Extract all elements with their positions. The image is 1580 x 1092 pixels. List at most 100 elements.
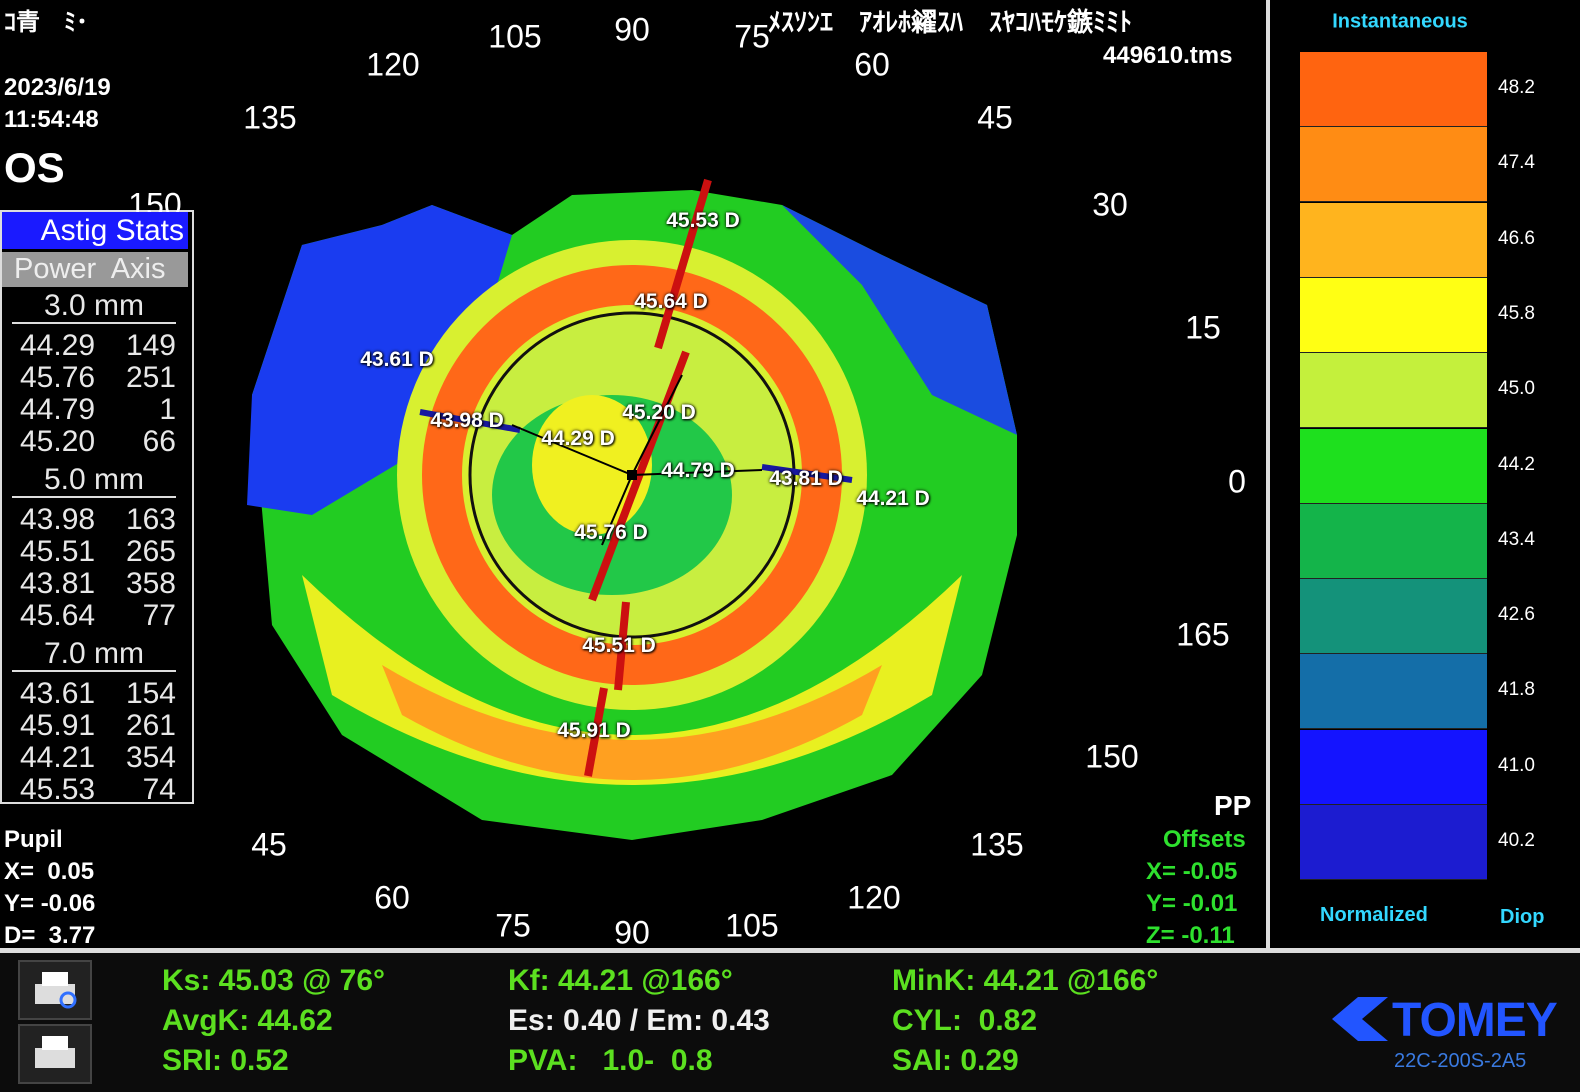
power-value: 45.64 <box>20 599 96 632</box>
index-value: Ks: 45.03 @ 76° <box>162 964 386 997</box>
scale-swatch <box>1300 202 1487 278</box>
degree-label: 90 <box>614 914 650 951</box>
scale-swatch <box>1300 127 1487 203</box>
divider <box>1266 0 1270 950</box>
map-label: 44.29 D <box>541 427 615 450</box>
axis-value: 74 <box>142 773 176 806</box>
offset-value: Y= -0.01 <box>1146 890 1238 917</box>
axis-line <box>631 374 683 476</box>
map-label: 45.91 D <box>557 719 631 742</box>
axis-line <box>588 350 690 602</box>
scale-value: 40.2 <box>1498 830 1535 851</box>
offsets-title: Offsets <box>1163 826 1246 853</box>
degree-label: 75 <box>495 907 531 944</box>
map-label: 44.21 D <box>856 487 930 510</box>
degree-label: 0 <box>1228 463 1246 500</box>
pupil-title: Pupil <box>4 826 63 853</box>
axis-value: 66 <box>142 425 176 458</box>
map-label: 43.98 D <box>430 409 504 432</box>
eye: OS <box>4 144 65 191</box>
scale-swatch <box>1300 52 1487 127</box>
degree-label: 30 <box>1092 186 1128 223</box>
axis-value: 163 <box>125 503 176 536</box>
scale-value: 48.2 <box>1498 77 1535 98</box>
group-label: 3.0 mm <box>12 290 176 324</box>
axis-value: 251 <box>125 361 176 394</box>
axis-value: 261 <box>125 709 176 742</box>
lower-band <box>382 665 882 780</box>
printer-icon <box>35 1036 75 1068</box>
time: 11:54:48 <box>4 106 99 133</box>
topography-map <box>247 178 1017 840</box>
scale-swatch <box>1300 654 1487 730</box>
offset-value: X= -0.05 <box>1146 858 1238 885</box>
scale-title: Instantaneous <box>1332 10 1468 33</box>
power-value: 45.20 <box>20 425 96 458</box>
scale-swatch <box>1300 805 1487 880</box>
file-name: 449610.tms <box>1103 42 1233 69</box>
pupil-value: Y= -0.06 <box>4 890 96 917</box>
axis-value: 358 <box>125 567 176 600</box>
degree-label: 15 <box>1185 309 1221 346</box>
brand-name: TOMEY <box>1392 994 1558 1047</box>
group-label: 5.0 mm <box>12 464 176 498</box>
scale-footer: Diop <box>1500 906 1545 928</box>
axis-value: 1 <box>159 393 176 426</box>
power-value: 45.76 <box>20 361 96 394</box>
axis-line <box>654 178 712 350</box>
divider <box>0 948 1580 953</box>
power-value: 44.21 <box>20 741 96 774</box>
degree-label: 60 <box>854 46 890 83</box>
print-button[interactable] <box>18 1024 92 1084</box>
axis-line <box>631 469 763 476</box>
astig-stats-panel <box>0 210 194 804</box>
date: 2023/6/19 <box>4 74 111 101</box>
center-mark <box>627 470 637 480</box>
map-label: 45.20 D <box>622 401 696 424</box>
index-value: AvgK: 44.62 <box>162 1004 333 1037</box>
power-value: 45.53 <box>20 773 96 806</box>
offset-value: Z= -0.11 <box>1146 922 1235 949</box>
axis-value: 154 <box>125 677 176 710</box>
index-value: CYL: 0.82 <box>892 1004 1038 1037</box>
scale-value: 45.0 <box>1498 378 1535 400</box>
power-value: 45.91 <box>20 709 96 742</box>
power-value: 43.61 <box>20 677 96 710</box>
power-value: 44.79 <box>20 393 96 426</box>
scale-swatch <box>1300 428 1487 504</box>
print-preview-button[interactable] <box>18 960 92 1020</box>
scale-value: 43.4 <box>1498 528 1535 550</box>
axis-line <box>761 464 853 483</box>
blue-zone <box>247 205 512 515</box>
scale-swatch <box>1300 277 1487 353</box>
degree-label: 135 <box>970 826 1024 863</box>
zone-circle <box>468 311 796 639</box>
map-label: 43.61 D <box>360 348 434 371</box>
degree-label: 90 <box>614 11 650 48</box>
power-value: 44.29 <box>20 329 96 362</box>
degree-label: 105 <box>488 18 542 55</box>
map-label: 45.76 D <box>574 521 648 544</box>
degree-label: 150 <box>1085 738 1139 775</box>
index-value: Es: 0.40 / Em: 0.43 <box>508 1004 770 1037</box>
scale-value: 41.0 <box>1498 754 1535 776</box>
axis-value: 265 <box>125 535 176 568</box>
power-value: 43.98 <box>20 503 96 536</box>
header-text: ｺ青 ﾐ･ <box>4 9 88 36</box>
brand-model: 22C-200S-2A5 <box>1394 1050 1527 1072</box>
printer-icon <box>35 972 77 1009</box>
offset-mode: PP <box>1214 790 1252 821</box>
map-label: 43.81 D <box>769 467 843 490</box>
scale-value: 44.2 <box>1498 453 1535 475</box>
scale-swatch <box>1300 579 1487 655</box>
index-value: Kf: 44.21 @166° <box>508 964 733 997</box>
axis-line <box>614 601 630 691</box>
pupil-value: D= 3.77 <box>4 922 96 949</box>
index-value: MinK: 44.21 @166° <box>892 964 1159 997</box>
index-value: SRI: 0.52 <box>162 1044 289 1077</box>
degree-label: 120 <box>366 46 420 83</box>
degree-label: 75 <box>734 18 770 55</box>
astig-columns: Power Axis <box>2 252 188 287</box>
map-label: 44.79 D <box>661 459 735 482</box>
